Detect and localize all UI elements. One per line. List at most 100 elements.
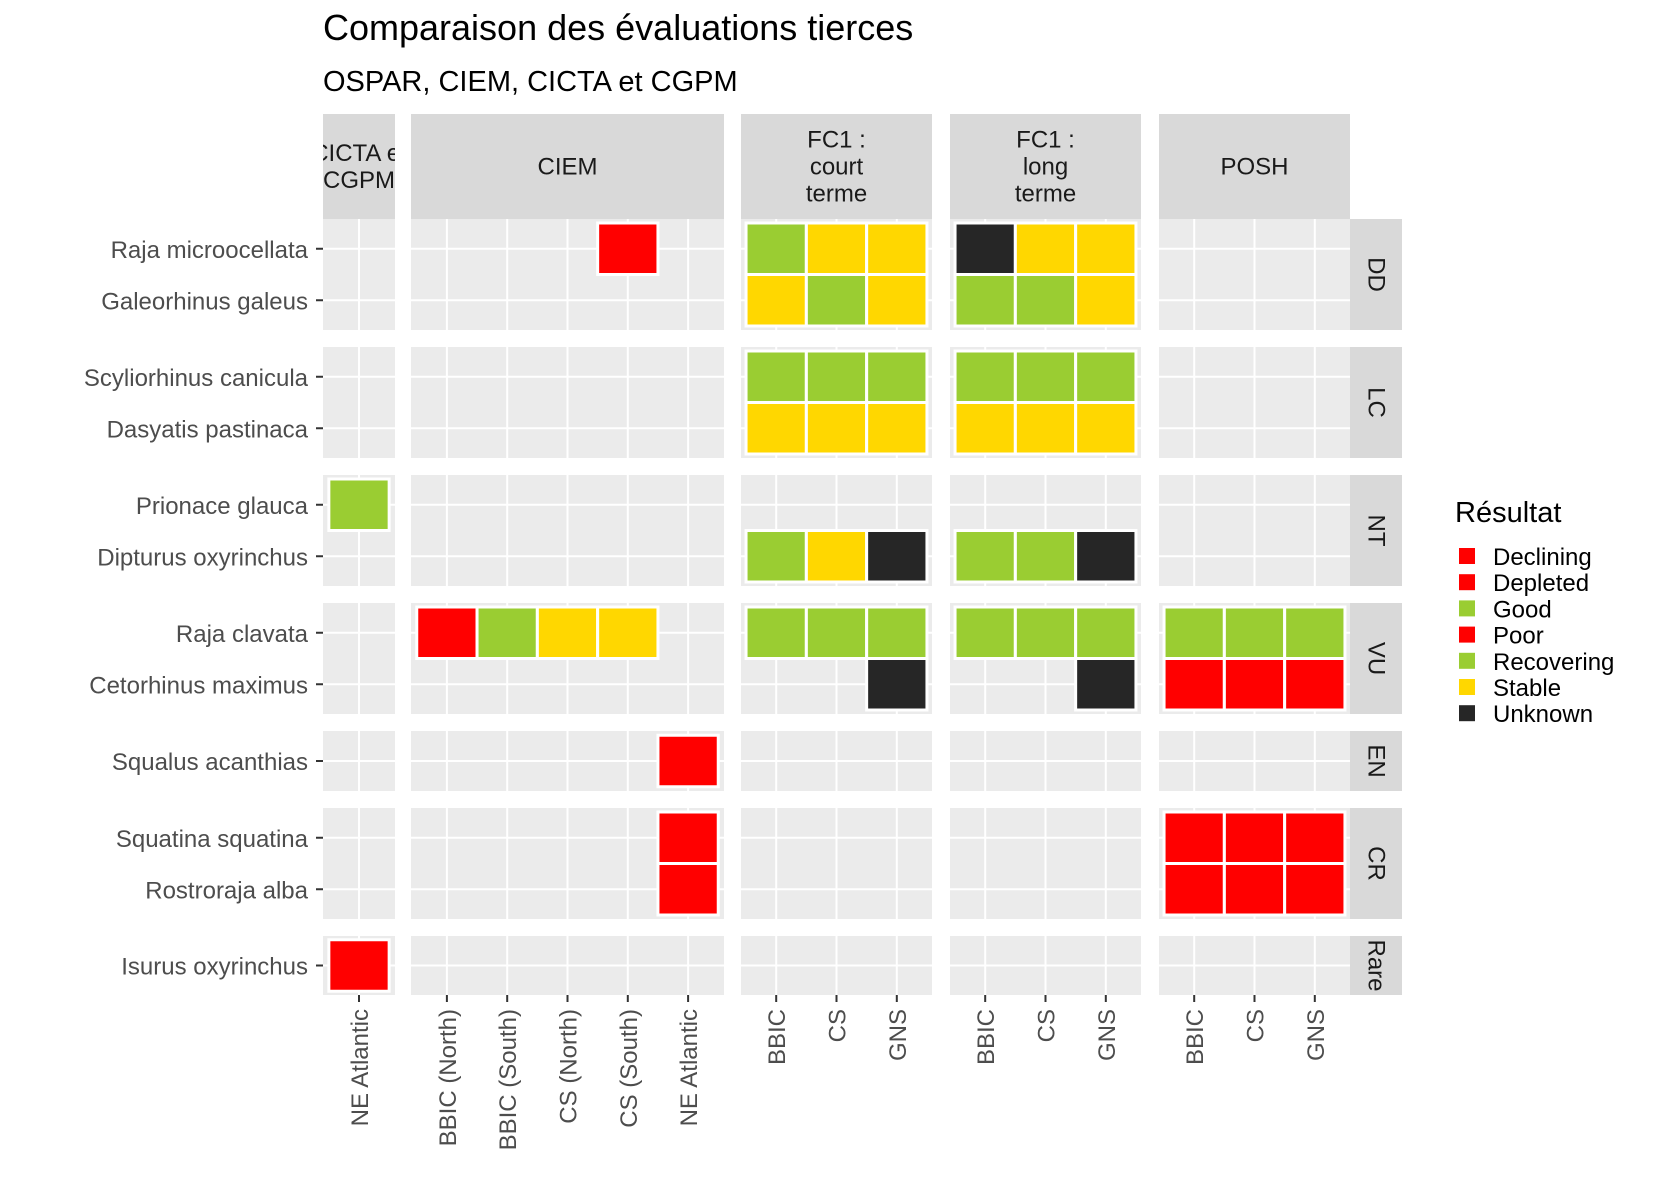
heat-cell-dipturus-oxyrinchus-cs-3 bbox=[1013, 529, 1078, 584]
heat-cell-dipturus-oxyrinchus-gns-2 bbox=[865, 529, 929, 584]
heat-cell-raja-clavata-gns-3 bbox=[1074, 605, 1138, 660]
column-strip-3 bbox=[950, 114, 1141, 219]
row-strip-rare bbox=[1350, 936, 1402, 995]
y-tick-label: Isurus oxyrinchus bbox=[121, 954, 308, 981]
heat-cell-scyliorhinus-canicula-cs-3 bbox=[1013, 349, 1078, 404]
heat-cell-galeorhinus-galeus-cs-2 bbox=[804, 273, 869, 328]
heat-cell-cetorhinus-maximus-bbic-4 bbox=[1162, 657, 1226, 712]
y-tick-label: Dasyatis pastinaca bbox=[107, 416, 309, 443]
column-strip-label: long bbox=[1023, 154, 1068, 181]
heat-cell-cetorhinus-maximus-gns-2 bbox=[865, 657, 929, 712]
y-tick-label: Scyliorhinus canicula bbox=[84, 365, 309, 392]
column-strip-4 bbox=[1159, 114, 1350, 219]
axes-layer: Raja microocellata Galeorhinus galeus Scyl… bbox=[84, 237, 1330, 1151]
row-strip-label: CR bbox=[1363, 846, 1390, 881]
column-strip-label: FC1 : bbox=[807, 127, 866, 154]
heat-cell-raja-microocellata-cs-south-1 bbox=[596, 221, 660, 276]
y-tick-label: Dipturus oxyrinchus bbox=[97, 544, 308, 571]
heat-cell-prionace-glauca-ne-atlantic-0 bbox=[327, 477, 391, 532]
heat-cell-raja-clavata-bbic-2 bbox=[744, 605, 808, 660]
heat-cell-raja-clavata-bbic-3 bbox=[953, 605, 1017, 660]
heat-cell-raja-clavata-cs-south-1 bbox=[596, 605, 660, 660]
column-strip-label: terme bbox=[806, 181, 867, 208]
legend-key-recovering bbox=[1459, 652, 1475, 669]
y-tick-label: Squatina squatina bbox=[116, 826, 309, 853]
x-tick-label: BBIC (North) bbox=[435, 1009, 462, 1146]
heat-cell-raja-microocellata-cs-2 bbox=[804, 221, 869, 276]
row-strip-nt bbox=[1350, 475, 1402, 586]
row-strip-label-group: LC bbox=[1363, 387, 1390, 418]
heat-cell-cetorhinus-maximus-cs-4 bbox=[1222, 657, 1287, 712]
row-strip-label-group: DD bbox=[1363, 257, 1390, 292]
x-tick-label: CS (South) bbox=[616, 1009, 643, 1128]
legend-label-recovering: Recovering bbox=[1493, 649, 1614, 676]
legend-key-unknown bbox=[1459, 705, 1475, 722]
y-tick-label: Raja microocellata bbox=[111, 237, 309, 264]
y-tick-label: Raja clavata bbox=[176, 621, 309, 648]
heat-cell-galeorhinus-galeus-bbic-3 bbox=[953, 273, 1017, 328]
x-tick-label: BBIC (South) bbox=[495, 1009, 522, 1150]
heat-cell-raja-clavata-cs-2 bbox=[804, 605, 869, 660]
heat-cell-rostroraja-alba-ne-atlantic-1 bbox=[656, 862, 720, 917]
heat-cell-galeorhinus-galeus-cs-3 bbox=[1013, 273, 1078, 328]
row-strip-label: LC bbox=[1363, 387, 1390, 418]
heat-cell-dipturus-oxyrinchus-bbic-3 bbox=[953, 529, 1017, 584]
heat-cell-scyliorhinus-canicula-bbic-3 bbox=[953, 349, 1017, 404]
row-strip-label-group: VU bbox=[1363, 642, 1390, 675]
heat-cell-dasyatis-pastinaca-gns-3 bbox=[1074, 401, 1138, 456]
heat-cell-squatina-squatina-cs-4 bbox=[1222, 810, 1287, 865]
column-strip-label: CICTA et bbox=[311, 140, 407, 167]
heat-cell-raja-clavata-cs-north-1 bbox=[535, 605, 600, 660]
heat-cell-raja-microocellata-bbic-2 bbox=[744, 221, 808, 276]
heat-cell-squalus-acanthias-ne-atlantic-1 bbox=[656, 733, 720, 789]
heat-cell-dasyatis-pastinaca-bbic-3 bbox=[953, 401, 1017, 456]
column-strip-label: FC1 : bbox=[1016, 127, 1075, 154]
chart-title: Comparaison des évaluations tierces bbox=[323, 7, 913, 48]
heat-cell-raja-clavata-cs-3 bbox=[1013, 605, 1078, 660]
row-strip-label-group: NT bbox=[1363, 515, 1390, 547]
heat-cell-dasyatis-pastinaca-cs-3 bbox=[1013, 401, 1078, 456]
heat-cell-scyliorhinus-canicula-gns-3 bbox=[1074, 349, 1138, 404]
x-tick-label: NE Atlantic bbox=[347, 1009, 374, 1126]
row-strip-vu bbox=[1350, 603, 1402, 714]
heat-cell-raja-clavata-gns-2 bbox=[865, 605, 929, 660]
heat-cell-scyliorhinus-canicula-gns-2 bbox=[865, 349, 929, 404]
column-strip-label: CGPM bbox=[323, 167, 395, 194]
legend-label-declining: Declining bbox=[1493, 544, 1592, 571]
heat-cell-dipturus-oxyrinchus-bbic-2 bbox=[744, 529, 808, 584]
legend-title: Résultat bbox=[1455, 497, 1561, 529]
column-strip-1 bbox=[411, 114, 724, 219]
heat-cell-rostroraja-alba-gns-4 bbox=[1283, 862, 1347, 917]
legend-key-declining bbox=[1459, 548, 1475, 564]
heat-cell-scyliorhinus-canicula-cs-2 bbox=[804, 349, 869, 404]
legend: Résultat DecliningDepletedGoodPoorRecove… bbox=[1455, 497, 1614, 728]
chart-subtitle: OSPAR, CIEM, CICTA et CGPM bbox=[323, 66, 738, 98]
row-strip-label-group: Rare bbox=[1363, 939, 1390, 991]
heat-cell-rostroraja-alba-cs-4 bbox=[1222, 862, 1287, 917]
heat-cell-galeorhinus-galeus-bbic-2 bbox=[744, 273, 808, 328]
y-tick-label: Prionace glauca bbox=[136, 493, 309, 520]
row-strip-dd bbox=[1350, 219, 1402, 330]
row-strip-label: VU bbox=[1363, 642, 1390, 675]
heat-cell-isurus-oxyrinchus-ne-atlantic-0 bbox=[327, 938, 391, 993]
x-tick-label: CS bbox=[1034, 1009, 1061, 1042]
x-tick-label: BBIC bbox=[764, 1009, 791, 1065]
heat-cell-rostroraja-alba-bbic-4 bbox=[1162, 862, 1226, 917]
heat-cell-dasyatis-pastinaca-cs-2 bbox=[804, 401, 869, 456]
column-strip-2 bbox=[741, 114, 932, 219]
heat-cell-dasyatis-pastinaca-gns-2 bbox=[865, 401, 929, 456]
y-tick-label: Rostroraja alba bbox=[145, 877, 308, 904]
row-strip-label-group: CR bbox=[1363, 846, 1390, 881]
row-strip-label: Rare bbox=[1363, 939, 1390, 991]
column-strip-label: terme bbox=[1015, 181, 1076, 208]
heat-cell-galeorhinus-galeus-gns-3 bbox=[1074, 273, 1138, 328]
x-tick-label: BBIC bbox=[1182, 1009, 1209, 1065]
legend-label-good: Good bbox=[1493, 596, 1552, 623]
column-strip-0 bbox=[323, 114, 395, 219]
row-strip-label: EN bbox=[1363, 744, 1390, 777]
heat-cell-raja-clavata-bbic-north-1 bbox=[415, 605, 479, 660]
legend-key-poor bbox=[1459, 626, 1475, 643]
row-strip-lc bbox=[1350, 347, 1402, 458]
heat-cell-raja-microocellata-gns-2 bbox=[865, 221, 929, 276]
